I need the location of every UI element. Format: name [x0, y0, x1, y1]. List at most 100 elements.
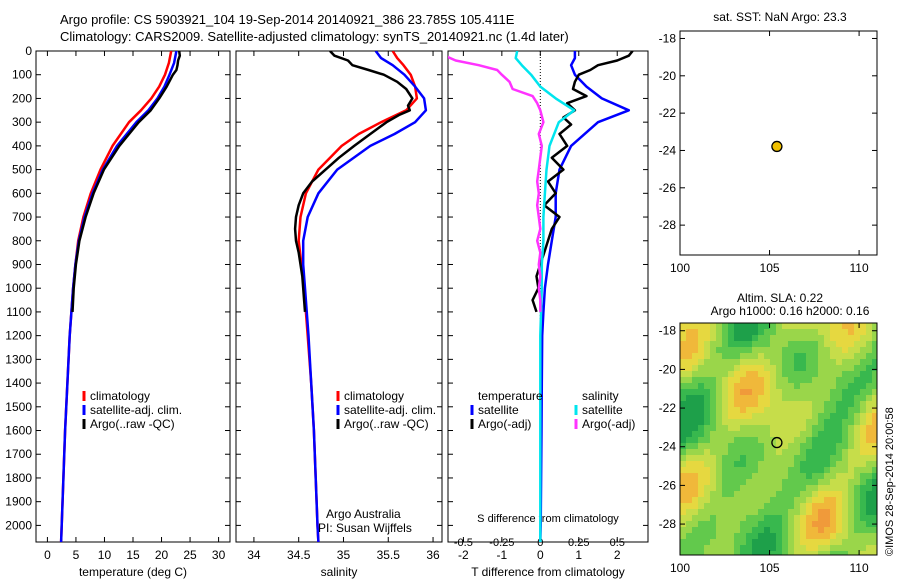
sla-heat-cell: [854, 347, 860, 353]
sla-heat-cell: [734, 461, 740, 467]
sla-heat-cell: [692, 461, 698, 467]
sla-heat-cell: [770, 503, 776, 509]
sla-heat-cell: [710, 431, 716, 437]
sla-heat-cell: [830, 509, 836, 515]
x-axis-label-difference: T difference from climatology: [471, 565, 625, 579]
sla-heat-cell: [872, 419, 877, 425]
sla-heat-cell: [740, 491, 746, 497]
sla-heat-cell: [842, 515, 848, 521]
sla-heat-cell: [734, 545, 740, 551]
sla-heat-cell: [680, 389, 686, 395]
sla-heat-cell: [692, 359, 698, 365]
sla-heat-cell: [710, 443, 716, 449]
sla-heat-cell: [812, 503, 818, 509]
sla-heat-cell: [710, 419, 716, 425]
depth-tick-label: 1400: [5, 376, 32, 390]
sla-heat-cell: [848, 365, 854, 371]
sla-heat-cell: [746, 437, 752, 443]
x-tick-label: 34.5: [287, 548, 311, 562]
sla-heat-cell: [728, 419, 734, 425]
sla-heat-cell: [722, 473, 728, 479]
sla-heat-cell: [722, 371, 728, 377]
sla-heat-cell: [866, 329, 872, 335]
sla-heat-cell: [770, 509, 776, 515]
sla-heat-cell: [758, 485, 764, 491]
sla-heat-cell: [764, 377, 770, 383]
sla-heat-cell: [854, 335, 860, 341]
sla-heat-cell: [866, 383, 872, 389]
legend-label: Argo(..raw -QC): [344, 417, 429, 431]
sla-heat-cell: [812, 347, 818, 353]
map-x-tick-label: 105: [760, 261, 780, 275]
sla-heat-cell: [770, 461, 776, 467]
sla-heat-cell: [752, 503, 758, 509]
sla-heat-cell: [764, 407, 770, 413]
sla-heat-cell: [824, 533, 830, 539]
sla-heat-cell: [860, 479, 866, 485]
sla-heat-cell: [746, 479, 752, 485]
sla-heat-cell: [794, 443, 800, 449]
sla-heat-cell: [770, 473, 776, 479]
map-y-tick-label: -20: [659, 69, 677, 83]
legend-label: satellite-adj. clim.: [344, 403, 436, 417]
sla-heat-cell: [770, 389, 776, 395]
sla-heat-cell: [788, 383, 794, 389]
sla-heat-cell: [728, 455, 734, 461]
s-tick-label: 0.5: [610, 537, 625, 549]
sla-heat-cell: [812, 329, 818, 335]
sla-heat-cell: [860, 395, 866, 401]
depth-tick-label: 800: [12, 234, 32, 248]
sla-heat-cell: [734, 497, 740, 503]
sla-heat-cell: [830, 539, 836, 545]
sla-heat-cell: [818, 479, 824, 485]
sla-heat-cell: [722, 431, 728, 437]
sla-heat-cell: [794, 545, 800, 551]
sla-heat-cell: [836, 419, 842, 425]
sla-heat-cell: [788, 515, 794, 521]
sla-heat-cell: [704, 347, 710, 353]
sla-heat-cell: [830, 389, 836, 395]
sla-heat-cell: [800, 383, 806, 389]
sla-heat-cell: [758, 497, 764, 503]
sla-heat-cell: [866, 395, 872, 401]
sla-heat-cell: [812, 509, 818, 515]
sla-heat-cell: [788, 395, 794, 401]
sla-heat-cell: [860, 533, 866, 539]
sla-heat-cell: [710, 533, 716, 539]
sla-heat-cell: [836, 365, 842, 371]
sla-heat-cell: [776, 521, 782, 527]
sla-heat-cell: [716, 395, 722, 401]
sla-heat-cell: [758, 413, 764, 419]
sla-heat-cell: [752, 551, 758, 555]
sla-heat-cell: [698, 329, 704, 335]
sla-heat-cell: [830, 467, 836, 473]
sla-heat-cell: [770, 329, 776, 335]
sla-heat-cell: [686, 551, 692, 555]
sla-heat-cell: [710, 395, 716, 401]
sla-heat-cell: [812, 335, 818, 341]
sla-heat-cell: [734, 347, 740, 353]
sla-heat-cell: [866, 425, 872, 431]
sla-heat-cell: [710, 473, 716, 479]
sla-heat-cell: [854, 359, 860, 365]
sla-heat-cell: [692, 389, 698, 395]
sla-heat-cell: [728, 551, 734, 555]
sla-heat-cell: [794, 473, 800, 479]
sla-heat-cell: [812, 449, 818, 455]
sla-heat-cell: [692, 527, 698, 533]
sla-heat-cell: [770, 533, 776, 539]
sla-heat-cell: [860, 515, 866, 521]
sla-heat-cell: [794, 497, 800, 503]
sla-heat-cell: [728, 527, 734, 533]
sla-heat-cell: [734, 389, 740, 395]
sla-heat-cell: [686, 461, 692, 467]
sla-heat-cell: [800, 443, 806, 449]
sla-heat-cell: [806, 365, 812, 371]
sla-heat-cell: [686, 521, 692, 527]
sla-heat-cell: [692, 515, 698, 521]
sla-heat-cell: [848, 401, 854, 407]
sla-heat-cell: [728, 533, 734, 539]
sla-heat-cell: [806, 329, 812, 335]
sla-heat-cell: [788, 431, 794, 437]
sla-heat-cell: [704, 335, 710, 341]
